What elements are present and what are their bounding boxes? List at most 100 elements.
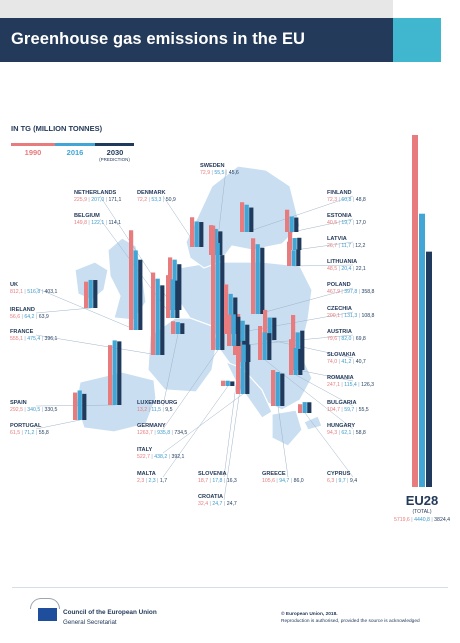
country-name: GREECE [262, 471, 286, 477]
country-label-malta: MALTA 2,3 | 2,3 | 1,7 [137, 471, 167, 485]
value-2016: 82,0 [341, 335, 352, 342]
country-values: 72,9 | 55,5 | 45,6 [200, 169, 239, 176]
leader-line-greece [277, 405, 289, 478]
country-name: NETHERLANDS [74, 190, 117, 196]
value-2030: 17,0 [355, 219, 366, 226]
country-label-germany: GERMANY 1263,7 | 935,8 | 734,5 [137, 423, 187, 437]
country-values: 61,5 | 71,2 | 55,8 [10, 429, 49, 436]
bar-france-2016 [155, 278, 160, 355]
leader-line-italy [162, 393, 244, 454]
bar-belgium-1990 [166, 275, 171, 318]
value-2030: 108,8 [361, 312, 375, 319]
country-name: ESTONIA [327, 213, 352, 219]
bar-hungary-2016 [262, 332, 267, 360]
bar-latvia-2030 [297, 237, 302, 250]
value-2016: 71,2 [24, 429, 35, 436]
bar-ireland-1990 [84, 281, 89, 308]
title-bar [0, 18, 393, 62]
country-label-netherlands: NETHERLANDS 225,9 | 207,0 | 171,1 [74, 190, 121, 204]
country-name: CROATIA [198, 494, 224, 500]
country-values: 79,6 | 82,0 | 69,8 [327, 335, 366, 342]
value-1990: 26,7 [327, 242, 338, 249]
value-2016: 115,4 [344, 381, 357, 388]
footer-divider [12, 587, 448, 588]
bar-latvia-1990 [288, 231, 293, 250]
bar-bulgaria-1990 [289, 339, 294, 375]
country-name: BULGARIA [327, 400, 357, 406]
country-name: DENMARK [137, 190, 166, 196]
value-1990: 247,1 [327, 381, 340, 388]
bar-croatia-1990 [237, 342, 242, 362]
bar-cyprus-2030 [307, 402, 312, 413]
bar-estonia-2030 [294, 217, 299, 232]
value-2016: 438,2 [154, 453, 168, 460]
value-1990: 555,1 [10, 335, 23, 342]
country-name: PORTUGAL [10, 423, 42, 429]
bar-lithuania-2030 [296, 249, 301, 266]
bar-luxembourg-2030 [180, 323, 185, 334]
bar-spain-1990 [108, 345, 113, 405]
country-label-portugal: PORTUGAL 61,5 | 71,2 | 55,8 [10, 423, 49, 437]
country-values: 40,5 | 19,7 | 17,0 [327, 219, 366, 226]
eu-flag-logo [38, 608, 57, 621]
country-label-uk: UK 812,1 | 516,8 | 403,1 [10, 282, 57, 296]
eu-total-2016: 4440,8 [414, 517, 430, 523]
bar-cyprus-2016 [302, 402, 307, 413]
country-name: BELGIUM [74, 213, 100, 219]
value-2030: 24,7 [226, 500, 237, 507]
bar-uk-1990 [129, 230, 134, 330]
legend-label-2030: 2030 [106, 148, 124, 157]
country-label-cyprus: CYPRUS 6,3 | 9,7 | 9,4 [327, 471, 357, 485]
value-2016: 131,3 [344, 312, 358, 319]
value-2030: 55,5 [358, 406, 369, 413]
country-label-france: FRANCE 555,1 | 475,4 | 396,1 [10, 329, 57, 343]
leader-line-germany [162, 349, 219, 430]
country-label-slovenia: SLOVENIA 18,7 | 17,8 | 16,3 [198, 471, 237, 485]
bar-lithuania-1990 [287, 241, 292, 266]
bar-eu28-1990 [412, 135, 418, 487]
country-values: 56,6 | 64,2 | 63,9 [10, 313, 49, 320]
bar-poland-2016 [255, 244, 260, 314]
top-strip [0, 0, 393, 18]
country-label-belgium: BELGIUM 149,8 | 122,1 | 114,1 [74, 213, 121, 227]
bar-slovakia-2016 [267, 317, 272, 340]
country-values: 6,3 | 9,7 | 9,4 [327, 477, 358, 484]
bar-hungary-2030 [267, 333, 272, 360]
leader-line-slovakia [269, 339, 354, 359]
bar-finland-1990 [240, 202, 245, 232]
map-region [303, 415, 323, 431]
country-values: 467,9 | 397,8 | 358,8 [327, 288, 375, 295]
leader-line-malta [162, 385, 229, 478]
country-label-spain: SPAIN 292,5 | 340,5 | 330,5 [10, 400, 57, 414]
bar-ireland-2016 [88, 279, 93, 308]
value-2016: 9,7 [338, 477, 346, 484]
country-label-lithuania: LITHUANIA 48,5 | 20,4 | 22,1 [327, 259, 366, 273]
value-2030: 9,4 [349, 477, 358, 484]
bar-sweden-2030 [218, 231, 223, 255]
value-1990: 72,2 [137, 196, 148, 203]
bar-germany-2030 [220, 255, 225, 350]
legend-bar-2016 [55, 143, 95, 146]
country-label-romania: ROMANIA 247,1 | 115,4 | 126,3 [327, 375, 374, 389]
country-label-luxembourg: LUXEMBOURG 13,2 | 11,5 | 9,5 [137, 400, 177, 414]
value-2016: 11,7 [341, 242, 352, 249]
bar-croatia-2030 [246, 344, 251, 362]
leader-line-portugal [35, 419, 81, 430]
value-2016: 17,8 [212, 477, 223, 484]
bar-slovakia-2030 [272, 317, 277, 340]
country-name: LUXEMBOURG [137, 400, 178, 406]
bar-estonia-2016 [289, 216, 294, 232]
value-2030: 171,1 [108, 196, 122, 203]
country-label-slovakia: SLOVAKIA 74,0 | 41,2 | 40,7 [327, 352, 366, 366]
page-title: Greenhouse gas emissions in the EU [11, 30, 306, 48]
leader-line-finland [246, 195, 354, 233]
country-name: SLOVAKIA [327, 352, 356, 358]
country-values: 2,3 | 2,3 | 1,7 [137, 477, 168, 484]
bar-spain-2030 [117, 341, 122, 405]
country-name: LATVIA [327, 236, 347, 242]
bar-luxembourg-1990 [171, 321, 176, 334]
legend-label-1990: 1990 [24, 148, 42, 157]
value-2016: 53,3 [151, 196, 162, 203]
bar-poland-2030 [260, 247, 265, 314]
